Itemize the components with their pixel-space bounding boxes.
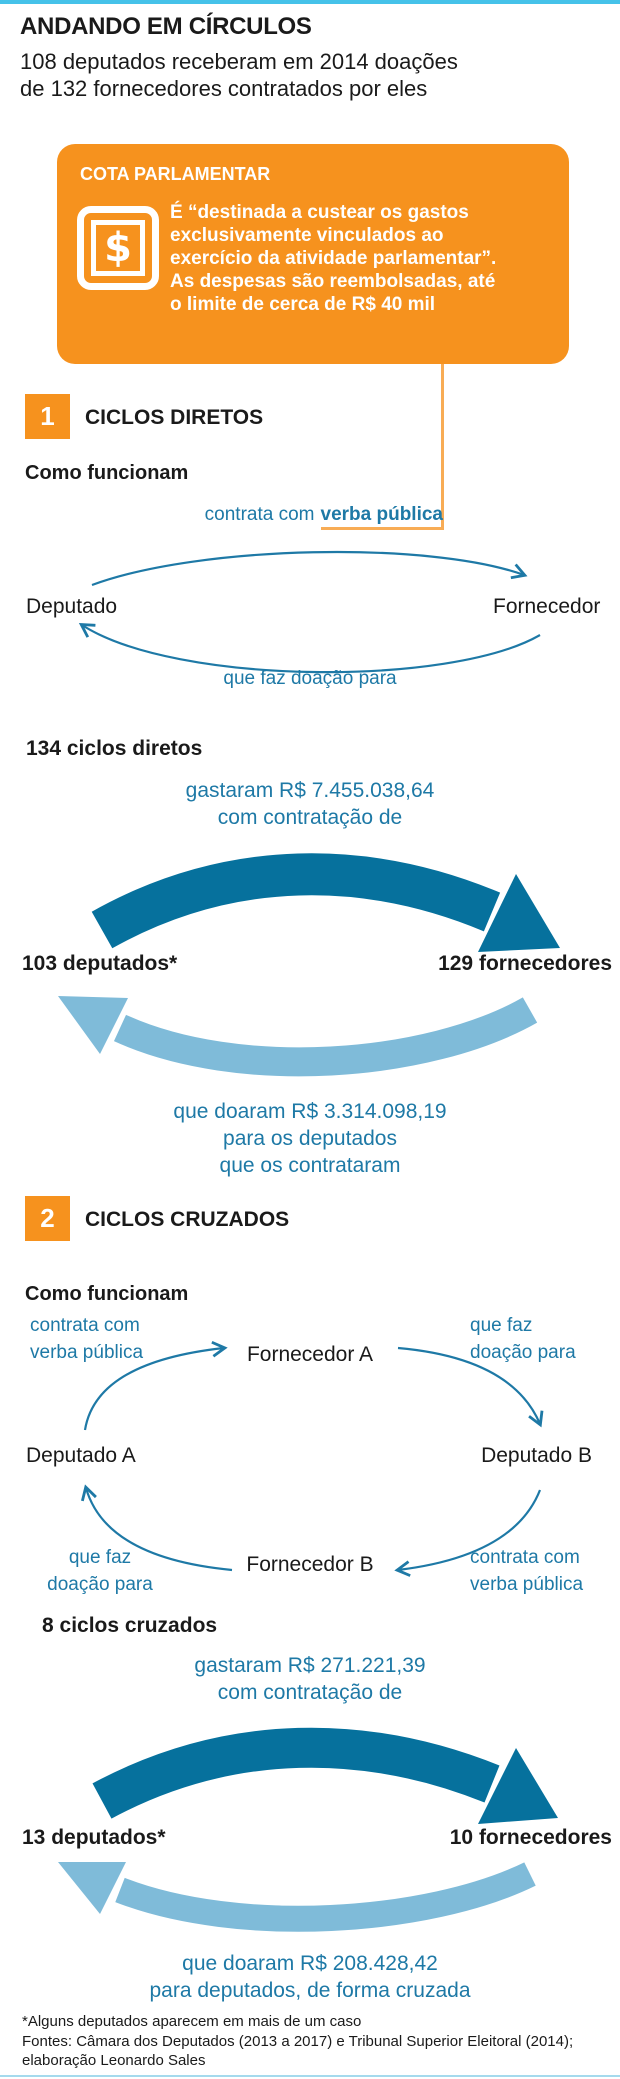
cycle2-bottom-right-line2: verba pública [470, 1574, 584, 1595]
cycle2-top-right-line2: doação para [470, 1342, 576, 1363]
section1-donated-arrowhead [58, 996, 128, 1054]
cycle1-top-label-regular: contrata com [204, 504, 315, 525]
cycle2-bottom-left-label: que faz doação para [20, 1544, 180, 1598]
cycle1-bottom-label: que faz doação para [223, 668, 397, 689]
cycle2-top-left-label: contrata com verba pública [30, 1312, 143, 1366]
cycle1-top-label-bold: verba pública [320, 504, 443, 530]
section2-stats-heading: 8 ciclos cruzados [42, 1614, 218, 1637]
section2-title: CICLOS CRUZADOS [85, 1208, 290, 1231]
section1-number-badge: 1 [25, 394, 70, 439]
section2-right-node: 10 fornecedores [449, 1826, 612, 1849]
cycle1-top-label: contrata com verba pública [204, 504, 443, 530]
cycle2-arrow-depA-fornA [83, 1340, 228, 1431]
cota-text-line: o limite de cerca de R$ 40 mil [170, 294, 436, 315]
section1-title: CICLOS DIRETOS [85, 406, 264, 429]
section2-donated-arrow [58, 1862, 536, 1932]
cota-title: COTA PARLAMENTAR [80, 164, 271, 184]
section2-donated-line1: que doaram R$ 208.428,42 [182, 1952, 438, 1975]
cota-parlamentar-box: COTA PARLAMENTAR $ É “destinada a custea… [57, 144, 569, 364]
cycle2-top-right-label: que faz doação para [470, 1312, 576, 1366]
callout-line [441, 364, 444, 530]
section1-stats-heading: 134 ciclos diretos [26, 737, 203, 760]
cota-text-line: exercício da atividade parlamentar”. [170, 248, 497, 269]
cycle1-right-node: Fornecedor [493, 595, 601, 618]
subtitle-line1: 108 deputados receberam em 2014 doações [20, 49, 458, 74]
footer-notes: *Alguns deputados aparecem em mais de um… [22, 2012, 602, 2071]
cycle2-bottom-left-line1: que faz [68, 1547, 132, 1568]
dollar-icon: $ [77, 206, 159, 290]
cycle2-arrow-depB-fornB [394, 1489, 542, 1577]
section1-donated-line1: que doaram R$ 3.314.098,19 [173, 1100, 447, 1123]
cycle1-left-node: Deputado [26, 595, 118, 618]
cycle2-bottom-right-line1: contrata com [470, 1547, 580, 1568]
section1-spent-arrowhead [478, 874, 560, 952]
footer-sources: Fontes: Câmara dos Deputados (2013 a 201… [22, 2032, 574, 2050]
section2-spent-arrowhead [478, 1748, 558, 1824]
cycle2-left-node: Deputado A [26, 1444, 136, 1467]
section1-right-node: 129 fornecedores [438, 952, 612, 975]
footer-note: *Alguns deputados aparecem em mais de um… [22, 2013, 362, 2030]
cycle2-arrow-fornA-depB [397, 1346, 544, 1428]
dollar-icon-inner: $ [91, 220, 145, 276]
cycle2-right-node: Deputado B [481, 1444, 592, 1467]
section1-donated-line2: para os deputados [223, 1127, 397, 1150]
subtitle-line2: de 132 fornecedores contratados por eles [20, 76, 428, 101]
section2-spent-line1: gastaram R$ 271.221,39 [194, 1654, 426, 1677]
cota-text-line: As despesas são reembolsadas, até [170, 271, 496, 292]
cycle2-arrows [81, 1340, 544, 1577]
cycle2-arrow-fornB-depA [81, 1484, 233, 1572]
section1-donated-line3: que os contrataram [219, 1154, 401, 1177]
page-title: ANDANDO EM CÍRCULOS [20, 13, 312, 40]
section2-number-badge: 2 [25, 1196, 70, 1241]
cota-text-line: exclusivamente vinculados ao [170, 225, 444, 246]
cycle2-top-left-line1: contrata com [30, 1315, 140, 1336]
cycle1-arrows [78, 550, 541, 674]
section2-spent-arrow [92, 1727, 558, 1824]
section2-donated-arrowhead [58, 1862, 126, 1914]
footer-credit: elaboração Leonardo Sales [22, 2052, 206, 2069]
top-rule [0, 0, 620, 4]
cycle2-top-left-line2: verba pública [30, 1342, 144, 1363]
section1-how-label: Como funcionam [25, 462, 189, 484]
section2-donated-line2: para deputados, de forma cruzada [149, 1979, 471, 2002]
cycle2-top-right-line1: que faz [470, 1315, 533, 1336]
section2-left-node: 13 deputados* [22, 1826, 166, 1849]
section1-spent-arrow [91, 853, 560, 952]
dollar-glyph: $ [104, 225, 132, 271]
section2-how-label: Como funcionam [25, 1283, 189, 1305]
bottom-rule [0, 2075, 620, 2077]
cycle2-top-node: Fornecedor A [246, 1343, 374, 1366]
cycle2-bottom-right-label: contrata com verba pública [470, 1544, 583, 1598]
section2-spent-line2: com contratação de [217, 1681, 403, 1704]
section1-left-node: 103 deputados* [22, 952, 178, 975]
cycle1-bottom-arrow [78, 622, 541, 674]
section1-donated-arrow [58, 996, 538, 1077]
section1-spent-line1: gastaram R$ 7.455.038,64 [185, 779, 435, 802]
cycle1-top-arrow [91, 550, 528, 587]
cycle2-bottom-left-line2: doação para [47, 1574, 153, 1595]
section1-spent-line2: com contratação de [217, 806, 403, 829]
cota-text-line: É “destinada a custear os gastos [170, 202, 469, 223]
cycle2-bottom-node: Fornecedor B [246, 1553, 374, 1576]
cota-text: É “destinada a custear os gastos exclusi… [170, 201, 560, 316]
